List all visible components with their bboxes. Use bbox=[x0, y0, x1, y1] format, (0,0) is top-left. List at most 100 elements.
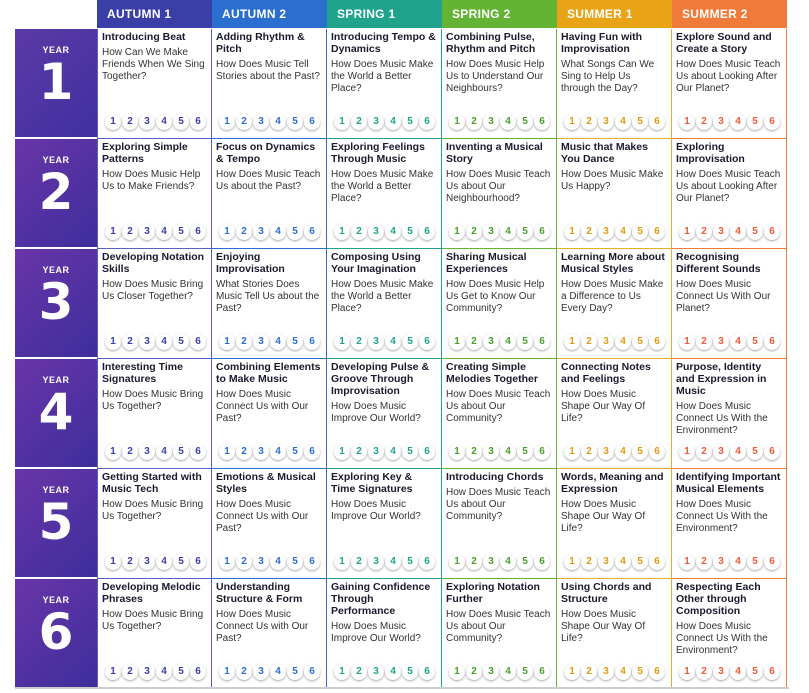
lesson-number-badge[interactable]: 3 bbox=[598, 664, 614, 680]
lesson-number-badge[interactable]: 3 bbox=[253, 114, 269, 130]
lesson-number-badge[interactable]: 6 bbox=[419, 664, 435, 680]
lesson-number-badge[interactable]: 5 bbox=[287, 444, 303, 460]
unit-cell[interactable]: Introducing Chords How Does Music Teach U… bbox=[442, 469, 557, 579]
lesson-number-badge[interactable]: 2 bbox=[351, 224, 367, 240]
unit-cell[interactable]: Combining Pulse, Rhythm and Pitch How Doe… bbox=[442, 29, 557, 139]
lesson-number-badge[interactable]: 3 bbox=[253, 334, 269, 350]
lesson-number-badge[interactable]: 4 bbox=[730, 664, 746, 680]
lesson-number-badge[interactable]: 2 bbox=[581, 334, 597, 350]
lesson-number-badge[interactable]: 5 bbox=[402, 554, 418, 570]
lesson-number-badge[interactable]: 3 bbox=[713, 554, 729, 570]
lesson-number-badge[interactable]: 6 bbox=[649, 334, 665, 350]
lesson-number-badge[interactable]: 4 bbox=[500, 114, 516, 130]
lesson-number-badge[interactable]: 5 bbox=[632, 334, 648, 350]
lesson-number-badge[interactable]: 1 bbox=[219, 224, 235, 240]
lesson-number-badge[interactable]: 1 bbox=[105, 554, 121, 570]
lesson-number-badge[interactable]: 1 bbox=[334, 554, 350, 570]
lesson-number-badge[interactable]: 3 bbox=[483, 444, 499, 460]
unit-cell[interactable]: Developing Melodic Phrases How Does Music… bbox=[97, 579, 212, 689]
lesson-number-badge[interactable]: 1 bbox=[679, 114, 695, 130]
lesson-number-badge[interactable]: 2 bbox=[696, 664, 712, 680]
lesson-number-badge[interactable]: 6 bbox=[534, 224, 550, 240]
lesson-number-badge[interactable]: 3 bbox=[713, 224, 729, 240]
lesson-number-badge[interactable]: 4 bbox=[156, 554, 172, 570]
lesson-number-badge[interactable]: 1 bbox=[564, 664, 580, 680]
lesson-number-badge[interactable]: 2 bbox=[466, 334, 482, 350]
lesson-number-badge[interactable]: 2 bbox=[696, 444, 712, 460]
lesson-number-badge[interactable]: 6 bbox=[649, 444, 665, 460]
lesson-number-badge[interactable]: 3 bbox=[139, 114, 155, 130]
lesson-number-badge[interactable]: 6 bbox=[190, 444, 206, 460]
unit-cell[interactable]: Words, Meaning and Expression How Does Mu… bbox=[557, 469, 672, 579]
lesson-number-badge[interactable]: 4 bbox=[500, 224, 516, 240]
lesson-number-badge[interactable]: 3 bbox=[253, 224, 269, 240]
lesson-number-badge[interactable]: 3 bbox=[253, 664, 269, 680]
unit-cell[interactable]: Combining Elements to Make Music How Does… bbox=[212, 359, 327, 469]
lesson-number-badge[interactable]: 1 bbox=[449, 114, 465, 130]
lesson-number-badge[interactable]: 5 bbox=[747, 334, 763, 350]
lesson-number-badge[interactable]: 2 bbox=[466, 224, 482, 240]
lesson-number-badge[interactable]: 3 bbox=[598, 334, 614, 350]
lesson-number-badge[interactable]: 3 bbox=[598, 224, 614, 240]
lesson-number-badge[interactable]: 5 bbox=[402, 114, 418, 130]
lesson-number-badge[interactable]: 2 bbox=[351, 334, 367, 350]
lesson-number-badge[interactable]: 6 bbox=[534, 334, 550, 350]
lesson-number-badge[interactable]: 2 bbox=[236, 444, 252, 460]
lesson-number-badge[interactable]: 5 bbox=[402, 334, 418, 350]
lesson-number-badge[interactable]: 6 bbox=[190, 114, 206, 130]
lesson-number-badge[interactable]: 4 bbox=[730, 334, 746, 350]
lesson-number-badge[interactable]: 6 bbox=[190, 224, 206, 240]
lesson-number-badge[interactable]: 4 bbox=[385, 224, 401, 240]
lesson-number-badge[interactable]: 4 bbox=[385, 554, 401, 570]
unit-cell[interactable]: Exploring Simple Patterns How Does Music … bbox=[97, 139, 212, 249]
lesson-number-badge[interactable]: 2 bbox=[236, 554, 252, 570]
lesson-number-badge[interactable]: 2 bbox=[466, 664, 482, 680]
unit-cell[interactable]: Developing Notation Skills How Does Music… bbox=[97, 249, 212, 359]
lesson-number-badge[interactable]: 5 bbox=[287, 664, 303, 680]
lesson-number-badge[interactable]: 2 bbox=[581, 554, 597, 570]
lesson-number-badge[interactable]: 3 bbox=[598, 444, 614, 460]
lesson-number-badge[interactable]: 1 bbox=[334, 114, 350, 130]
lesson-number-badge[interactable]: 3 bbox=[139, 334, 155, 350]
unit-cell[interactable]: Creating Simple Melodies Together How Doe… bbox=[442, 359, 557, 469]
lesson-number-badge[interactable]: 1 bbox=[334, 334, 350, 350]
lesson-number-badge[interactable]: 6 bbox=[534, 444, 550, 460]
lesson-number-badge[interactable]: 5 bbox=[173, 114, 189, 130]
lesson-number-badge[interactable]: 1 bbox=[449, 664, 465, 680]
lesson-number-badge[interactable]: 2 bbox=[696, 114, 712, 130]
lesson-number-badge[interactable]: 3 bbox=[483, 114, 499, 130]
lesson-number-badge[interactable]: 3 bbox=[139, 554, 155, 570]
lesson-number-badge[interactable]: 4 bbox=[385, 664, 401, 680]
unit-cell[interactable]: Adding Rhythm & Pitch How Does Music Tell… bbox=[212, 29, 327, 139]
unit-cell[interactable]: Interesting Time Signatures How Does Musi… bbox=[97, 359, 212, 469]
lesson-number-badge[interactable]: 2 bbox=[351, 554, 367, 570]
unit-cell[interactable]: Composing Using Your Imagination How Does… bbox=[327, 249, 442, 359]
lesson-number-badge[interactable]: 4 bbox=[730, 444, 746, 460]
lesson-number-badge[interactable]: 3 bbox=[713, 114, 729, 130]
lesson-number-badge[interactable]: 3 bbox=[713, 444, 729, 460]
lesson-number-badge[interactable]: 3 bbox=[598, 554, 614, 570]
unit-cell[interactable]: Music that Makes You Dance How Does Music… bbox=[557, 139, 672, 249]
lesson-number-badge[interactable]: 5 bbox=[402, 224, 418, 240]
lesson-number-badge[interactable]: 3 bbox=[253, 554, 269, 570]
lesson-number-badge[interactable]: 5 bbox=[173, 334, 189, 350]
lesson-number-badge[interactable]: 2 bbox=[122, 444, 138, 460]
lesson-number-badge[interactable]: 4 bbox=[156, 664, 172, 680]
lesson-number-badge[interactable]: 5 bbox=[632, 114, 648, 130]
unit-cell[interactable]: Exploring Key & Time Signatures How Does … bbox=[327, 469, 442, 579]
lesson-number-badge[interactable]: 1 bbox=[679, 334, 695, 350]
lesson-number-badge[interactable]: 5 bbox=[287, 334, 303, 350]
lesson-number-badge[interactable]: 2 bbox=[351, 664, 367, 680]
unit-cell[interactable]: Understanding Structure & Form How Does M… bbox=[212, 579, 327, 689]
lesson-number-badge[interactable]: 1 bbox=[219, 114, 235, 130]
lesson-number-badge[interactable]: 6 bbox=[419, 224, 435, 240]
lesson-number-badge[interactable]: 6 bbox=[649, 224, 665, 240]
lesson-number-badge[interactable]: 6 bbox=[764, 554, 780, 570]
lesson-number-badge[interactable]: 2 bbox=[122, 334, 138, 350]
lesson-number-badge[interactable]: 6 bbox=[649, 114, 665, 130]
unit-cell[interactable]: Developing Pulse & Groove Through Improv… bbox=[327, 359, 442, 469]
lesson-number-badge[interactable]: 6 bbox=[764, 444, 780, 460]
lesson-number-badge[interactable]: 6 bbox=[304, 224, 320, 240]
lesson-number-badge[interactable]: 6 bbox=[534, 554, 550, 570]
lesson-number-badge[interactable]: 6 bbox=[764, 114, 780, 130]
